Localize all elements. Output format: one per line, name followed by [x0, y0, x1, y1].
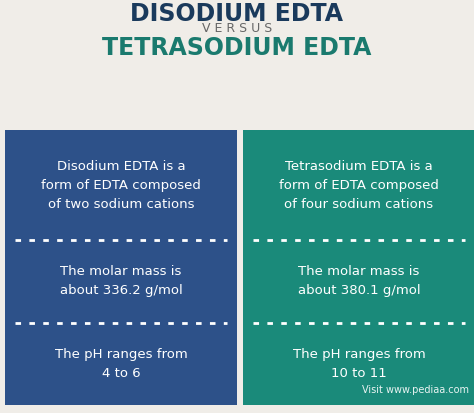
- Bar: [5, 130, 237, 405]
- Text: DISODIUM EDTA: DISODIUM EDTA: [130, 2, 344, 26]
- Text: V E R S U S: V E R S U S: [202, 22, 272, 35]
- Text: Disodium EDTA is a
form of EDTA composed
of two sodium cations: Disodium EDTA is a form of EDTA composed…: [41, 159, 201, 211]
- Text: The molar mass is
about 336.2 g/mol: The molar mass is about 336.2 g/mol: [60, 265, 182, 297]
- Text: The pH ranges from
4 to 6: The pH ranges from 4 to 6: [55, 348, 187, 380]
- Text: TETRASODIUM EDTA: TETRASODIUM EDTA: [102, 36, 372, 60]
- Text: Visit www.pediaa.com: Visit www.pediaa.com: [362, 385, 469, 395]
- Text: The molar mass is
about 380.1 g/mol: The molar mass is about 380.1 g/mol: [298, 265, 420, 297]
- Text: Tetrasodium EDTA is a
form of EDTA composed
of four sodium cations: Tetrasodium EDTA is a form of EDTA compo…: [279, 159, 439, 211]
- Bar: [243, 130, 474, 405]
- Text: The pH ranges from
10 to 11: The pH ranges from 10 to 11: [292, 348, 425, 380]
